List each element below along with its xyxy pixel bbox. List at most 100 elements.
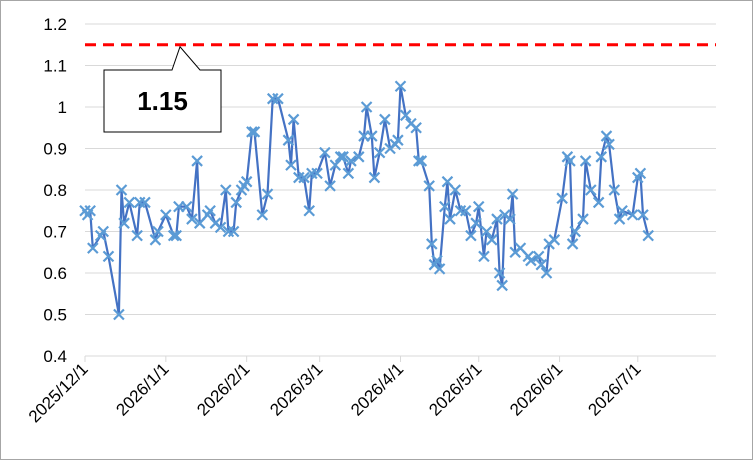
- data-point: [577, 213, 589, 225]
- y-tick-label: 0.9: [43, 140, 67, 159]
- data-point: [585, 184, 597, 196]
- data-point: [345, 155, 357, 167]
- y-tick-label: 1.2: [43, 15, 67, 34]
- data-point: [634, 167, 647, 180]
- data-point: [472, 200, 485, 213]
- data-point: [204, 204, 216, 217]
- data-point: [480, 225, 493, 238]
- data-point: [470, 217, 482, 229]
- data-point: [319, 146, 331, 159]
- data-point: [449, 184, 462, 196]
- data-point: [592, 196, 605, 209]
- y-tick-label: 0.4: [43, 347, 67, 366]
- data-point: [540, 267, 553, 279]
- data-point: [366, 130, 378, 142]
- data-point: [246, 126, 258, 138]
- data-point: [214, 221, 227, 234]
- data-point: [118, 217, 130, 229]
- data-point: [642, 229, 654, 242]
- x-tick-label: 2026/3/1: [266, 359, 326, 419]
- x-tick-label: 2026/6/1: [506, 359, 566, 419]
- data-point: [360, 101, 373, 113]
- data-point: [123, 196, 136, 209]
- data-point: [616, 204, 628, 217]
- data-point: [637, 209, 649, 221]
- data-point: [311, 167, 323, 180]
- data-point: [285, 159, 297, 171]
- data-point: [256, 209, 269, 221]
- data-point: [368, 171, 381, 184]
- data-point: [535, 258, 548, 271]
- data-point: [240, 175, 253, 188]
- data-point: [433, 263, 446, 275]
- y-tick-label: 0.8: [43, 181, 67, 200]
- data-point: [608, 184, 621, 196]
- data-point: [261, 188, 274, 200]
- data-point: [160, 209, 172, 221]
- x-tick-label: 2026/1/1: [112, 359, 172, 419]
- data-point: [496, 279, 508, 292]
- data-point: [491, 213, 503, 225]
- data-point: [84, 204, 96, 217]
- data-point: [603, 138, 615, 151]
- data-point: [303, 204, 316, 217]
- data-point: [353, 151, 365, 163]
- y-tick-label: 0.7: [43, 223, 67, 242]
- data-point: [548, 234, 561, 246]
- callout-label: 1.15: [137, 86, 188, 116]
- data-point: [115, 184, 128, 196]
- data-point: [97, 225, 110, 238]
- data-point: [459, 204, 472, 217]
- data-point: [337, 151, 349, 163]
- data-point: [227, 225, 240, 238]
- data-point: [525, 254, 537, 267]
- data-point: [230, 196, 243, 209]
- data-point: [220, 184, 232, 196]
- data-point: [392, 134, 404, 146]
- data-point: [298, 171, 310, 184]
- data-point: [167, 229, 180, 242]
- data-point: [485, 234, 498, 246]
- x-tick-label: 2026/7/1: [584, 359, 644, 419]
- data-point: [248, 126, 261, 138]
- data-point: [613, 213, 626, 225]
- data-point: [399, 109, 412, 122]
- data-point: [113, 308, 125, 321]
- data-point: [342, 167, 355, 180]
- callout-box: [103, 45, 222, 133]
- data-point: [272, 92, 284, 105]
- data-point: [373, 146, 386, 159]
- data-point: [566, 238, 579, 250]
- data-point: [287, 113, 300, 126]
- data-point: [394, 80, 407, 93]
- data-point: [412, 155, 425, 167]
- data-point: [324, 180, 336, 192]
- data-point: [564, 155, 576, 167]
- y-tick-label: 1: [58, 98, 67, 117]
- data-point: [439, 200, 451, 213]
- data-point: [149, 234, 162, 246]
- data-point: [426, 238, 438, 250]
- y-tick-label: 0.5: [43, 306, 67, 325]
- data-point: [410, 121, 422, 134]
- data-point: [431, 254, 443, 267]
- data-point: [600, 130, 613, 142]
- data-point: [532, 250, 545, 263]
- data-point: [504, 213, 516, 225]
- y-tick-label: 0.6: [43, 264, 67, 283]
- data-point: [569, 225, 581, 238]
- data-point: [87, 242, 99, 254]
- data-point: [556, 192, 568, 205]
- x-tick-label: 2026/5/1: [425, 359, 485, 419]
- data-point: [415, 155, 428, 167]
- x-tick-label: 2026/4/1: [347, 359, 407, 419]
- data-point: [595, 151, 608, 163]
- data-point: [180, 200, 193, 213]
- x-tick-label: 2025/12/1: [25, 359, 92, 426]
- data-point: [131, 229, 143, 242]
- data-point: [152, 225, 164, 238]
- data-point: [334, 151, 347, 163]
- data-point: [506, 188, 519, 200]
- data-point: [139, 196, 151, 209]
